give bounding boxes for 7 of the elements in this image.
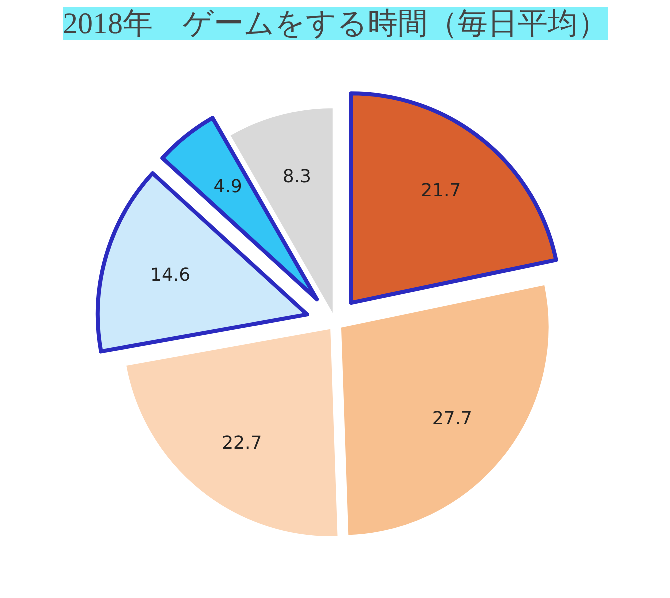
chart-title: 2018年 ゲームをする時間（毎日平均） (63, 8, 608, 40)
data-label: 14.6 (150, 265, 191, 286)
data-label: 21.7 (421, 180, 462, 202)
data-label: 27.7 (432, 408, 473, 430)
data-label: 22.7 (222, 432, 262, 454)
data-label: 4.9 (214, 176, 242, 198)
data-label: 8.3 (282, 166, 312, 188)
